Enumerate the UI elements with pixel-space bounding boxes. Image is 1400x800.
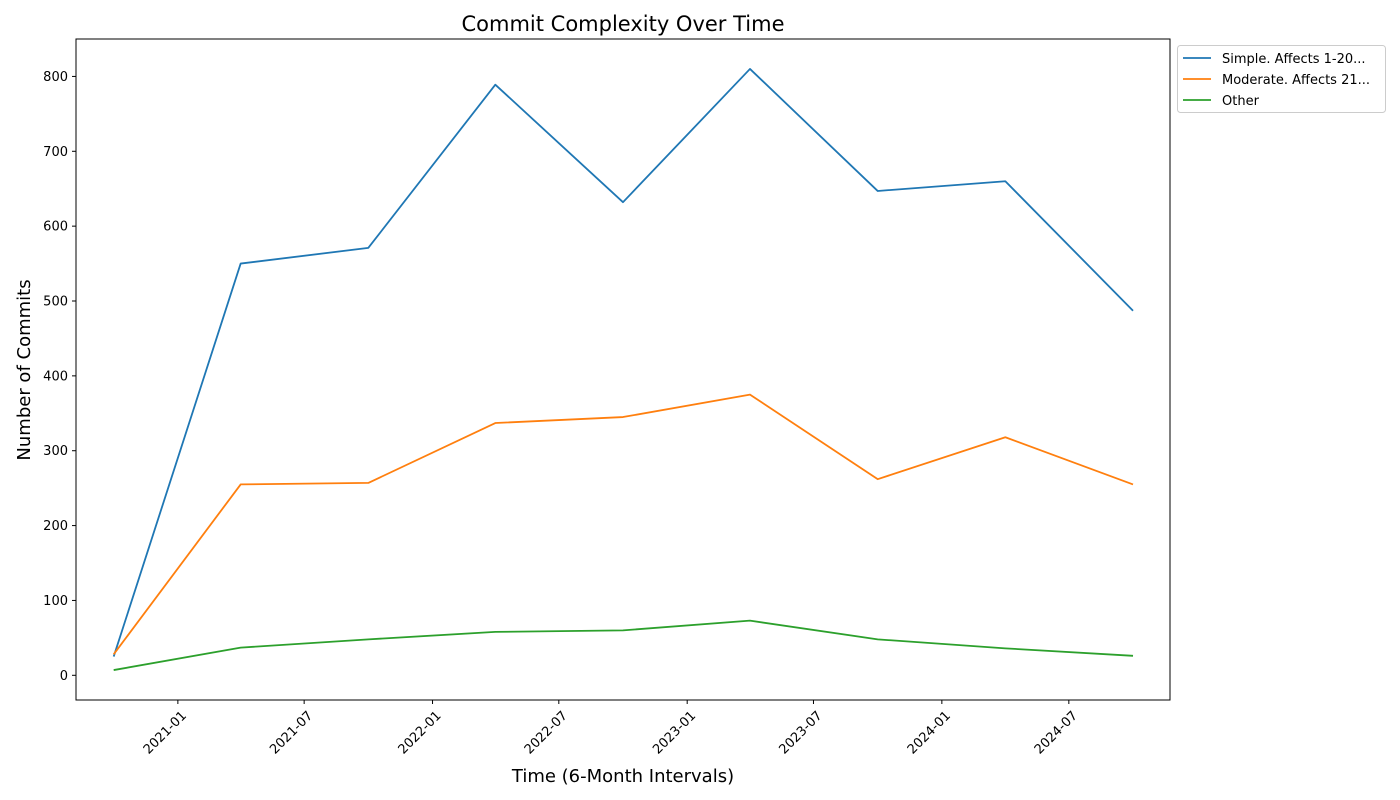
y-tick-label: 0 [60, 669, 68, 684]
series-lines [112, 68, 1134, 671]
x-tick-label: 2023-01 [650, 708, 699, 757]
x-axis: 2021-01 2021-07 2022-01 2022-07 2023-01 2023-… [141, 700, 1081, 757]
y-tick-label: 400 [43, 369, 68, 384]
y-tick-label: 200 [43, 519, 68, 534]
y-tick-label: 700 [43, 145, 68, 160]
series-line-2 [112, 393, 1134, 655]
chart-title: Commit Complexity Over Time [461, 12, 784, 36]
legend-box [1177, 45, 1386, 113]
y-tick-label: 800 [43, 70, 68, 85]
plot-area [75, 38, 1171, 701]
y-tick-label: 600 [43, 220, 68, 235]
y-tick-label: 300 [43, 444, 68, 459]
x-tick-label: 2021-01 [141, 708, 190, 757]
x-tick-label: 2022-01 [396, 708, 445, 757]
y-tick-label: 100 [43, 594, 68, 609]
x-tick-label: 2024-01 [905, 708, 954, 757]
x-tick-label: 2022-07 [522, 708, 571, 757]
x-tick-label: 2024-07 [1032, 708, 1081, 757]
y-tick-label: 500 [43, 295, 68, 310]
legend: Simple. Affects 1-20... Moderate. Affects… [1177, 45, 1386, 113]
y-axis-label: Number of Commits [14, 279, 35, 460]
y-axis: 0 100 200 300 400 500 600 700 800 [43, 70, 76, 684]
x-tick-label: 2023-07 [776, 708, 825, 757]
x-axis-label: Time (6-Month Intervals) [511, 766, 734, 787]
series-line-1 [112, 68, 1134, 657]
legend-entry: Moderate. Affects 21... [1222, 73, 1370, 88]
legend-entry: Other [1222, 94, 1260, 109]
legend-entry: Simple. Affects 1-20... [1222, 52, 1366, 67]
x-tick-label: 2021-07 [267, 708, 316, 757]
series-line-3 [113, 619, 1134, 671]
